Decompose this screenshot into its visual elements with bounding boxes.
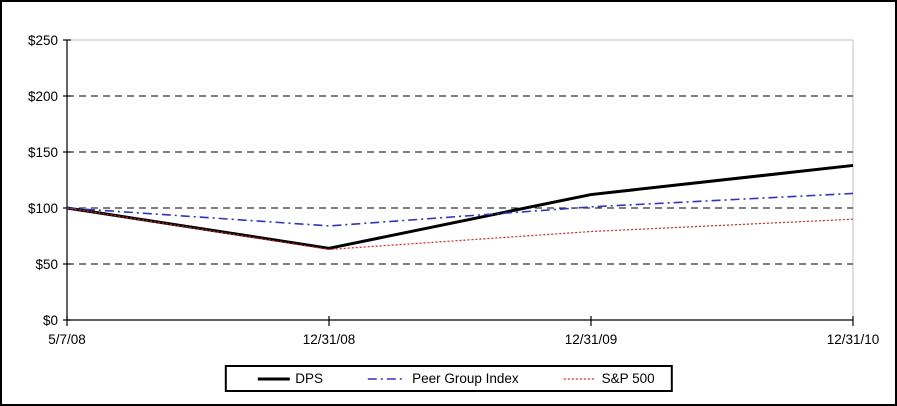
y-tick-label: $50 (35, 257, 58, 272)
legend-line-sample-dps (257, 377, 290, 380)
series-line-dps (66, 163, 854, 250)
performance-line-chart: $0 $50 $100 $150 $200 $250 5/7/08 12/31/08 12/31… (28, 33, 880, 347)
x-tick-label: 12/31/08 (303, 332, 356, 347)
legend-line-sample-sp500 (563, 377, 596, 380)
y-tick-label: $250 (28, 33, 58, 48)
legend-line-sample-peer-group (368, 377, 407, 380)
legend-label-dps: DPS (295, 371, 324, 386)
x-tick-label: 5/7/08 (48, 332, 86, 347)
legend-item-dps: DPS (256, 371, 323, 386)
y-tick-label: $200 (28, 89, 58, 104)
legend-label-peer-group: Peer Group Index (412, 371, 519, 386)
legend-label-sp500: S&P 500 (601, 371, 655, 386)
y-tick-label: $0 (43, 313, 58, 328)
y-tick-label: $100 (28, 201, 58, 216)
legend-item-sp500: S&P 500 (563, 371, 655, 386)
series-line-s-p-500 (66, 207, 854, 251)
x-tick-label: 12/31/09 (565, 332, 618, 347)
legend-item-peer-group-index: Peer Group Index (367, 371, 519, 386)
legend: DPS Peer Group Index S&P 500 (224, 365, 673, 392)
x-tick-label: 12/31/10 (827, 332, 880, 347)
y-tick-label: $150 (28, 145, 58, 160)
series-line-peer-group-index (66, 192, 854, 227)
